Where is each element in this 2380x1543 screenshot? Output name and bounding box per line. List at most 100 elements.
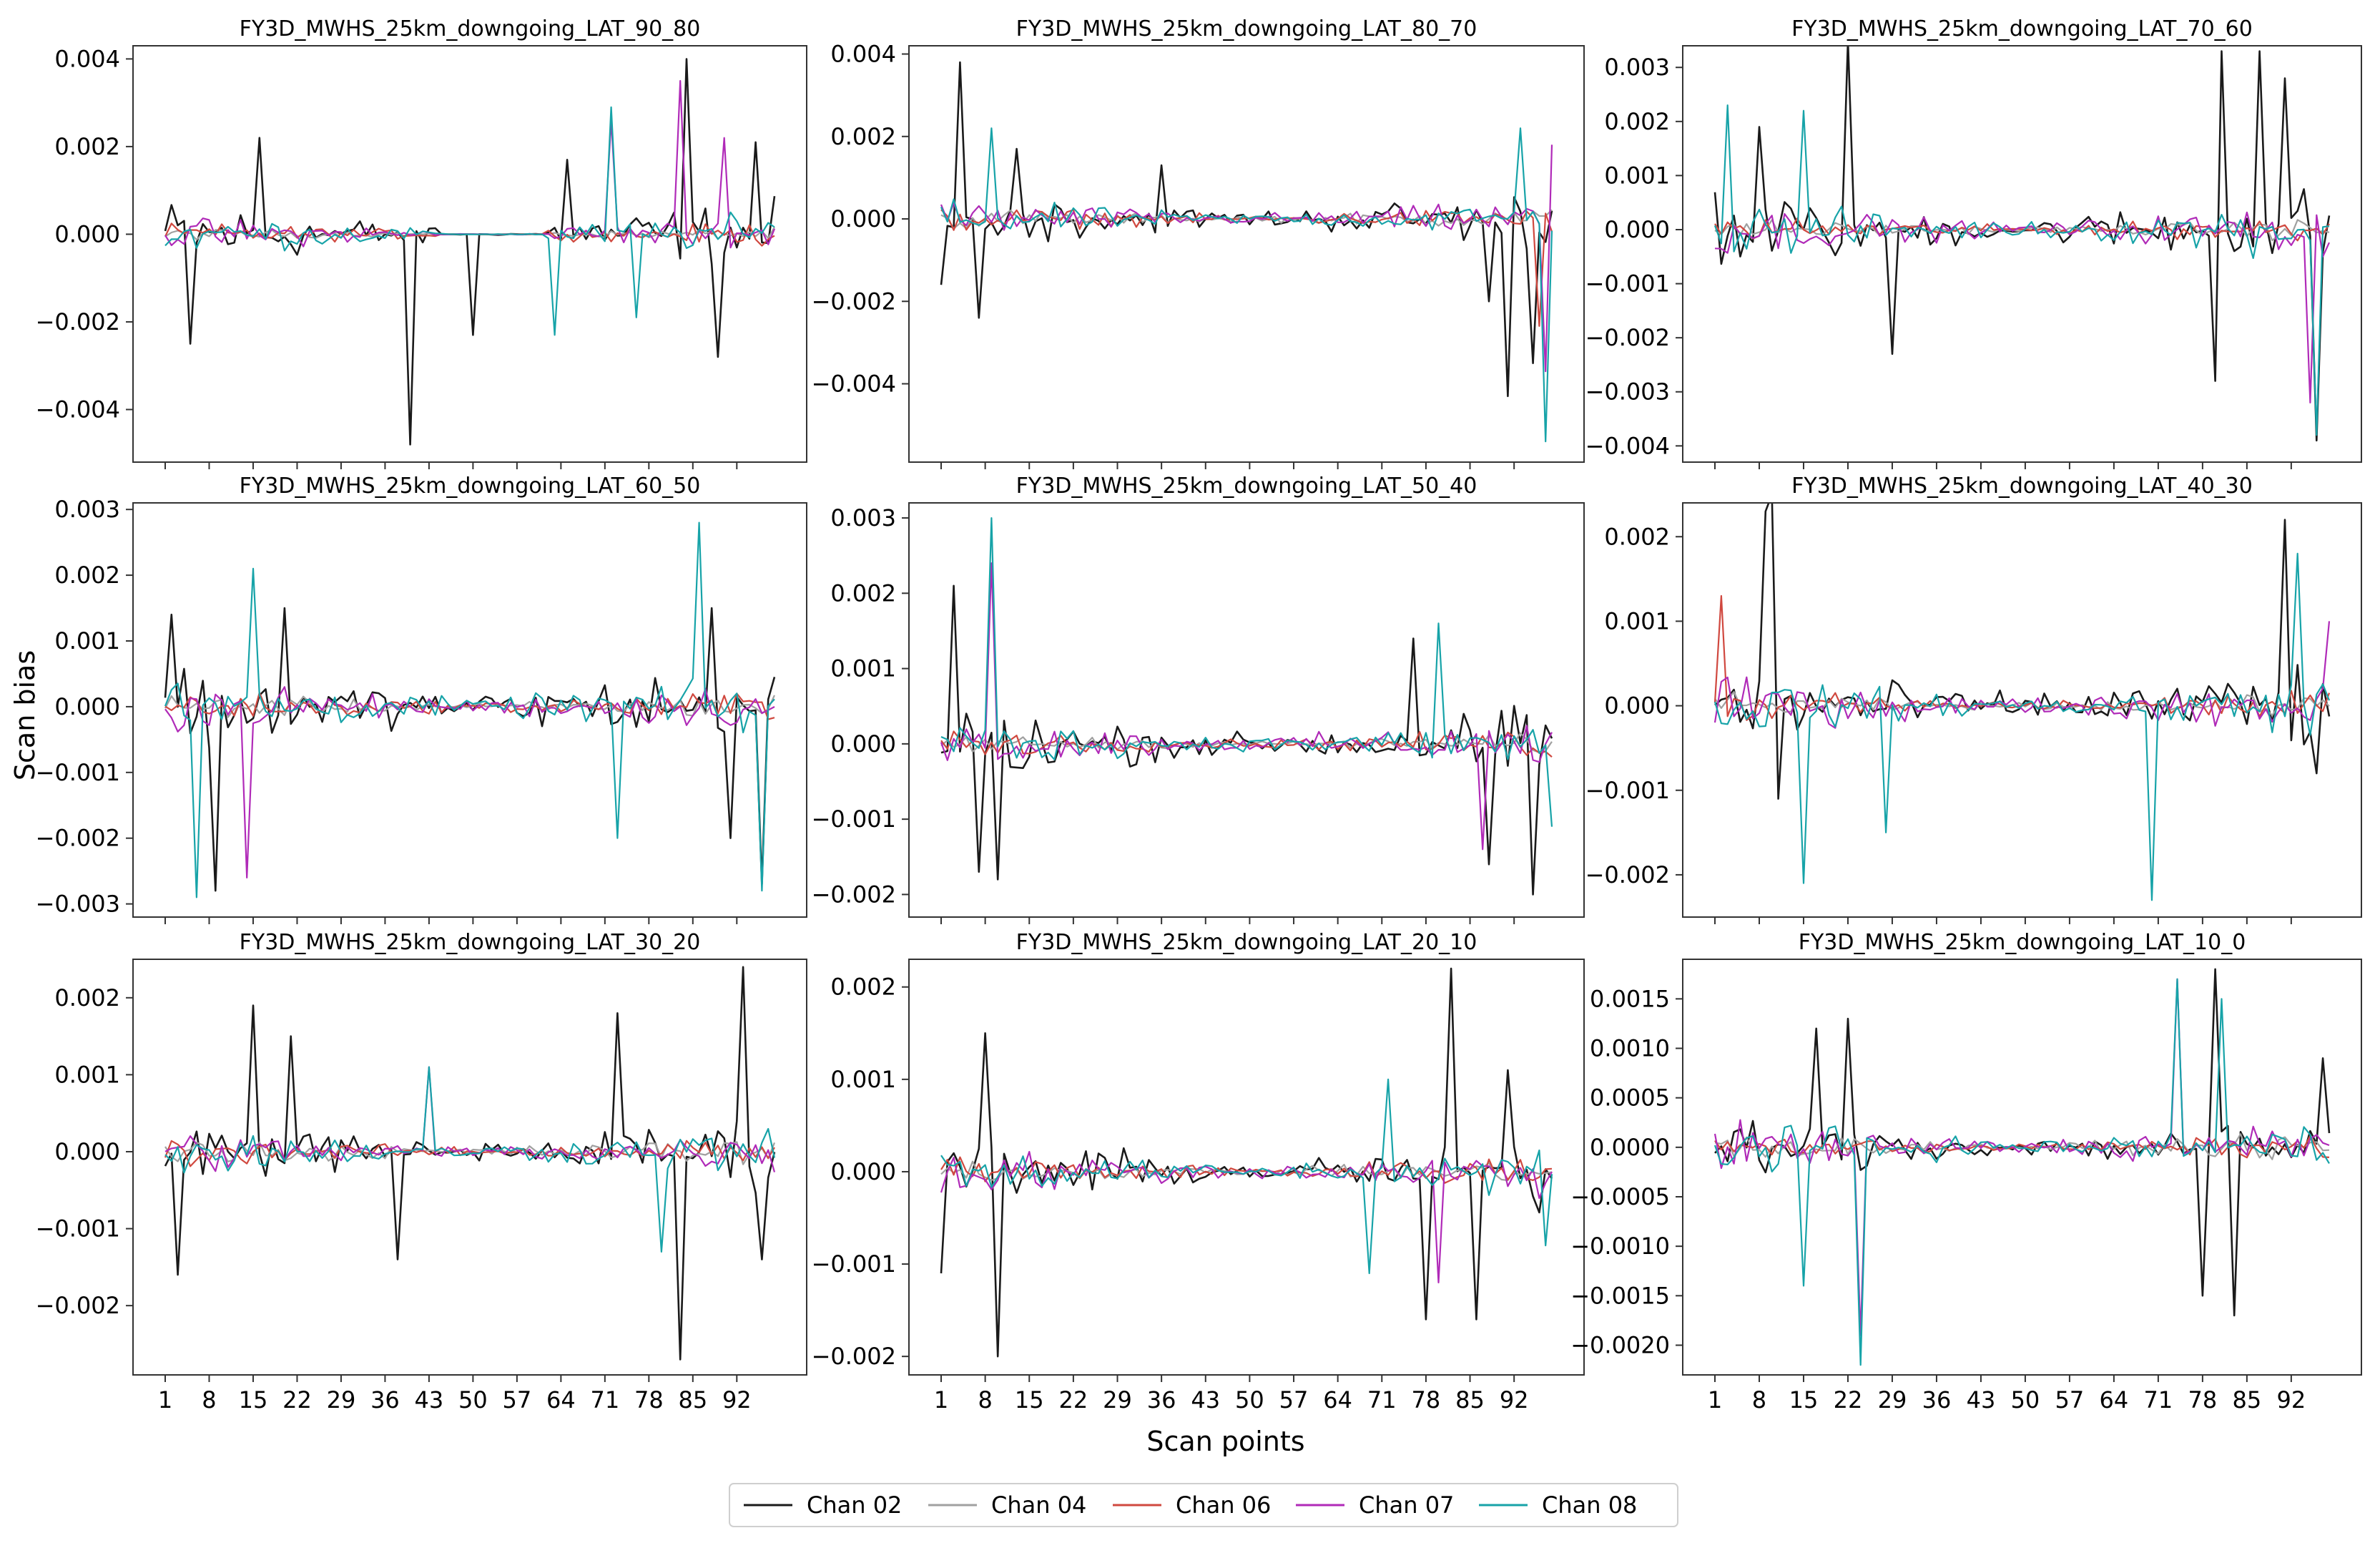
series-lines [1713,46,2331,442]
x-tick-label: 50 [2011,1386,2040,1414]
x-tick-label: 92 [2277,1386,2306,1414]
y-tick-label: 0.001 [830,1066,896,1093]
series-line-chan-02 [164,58,776,446]
y-tick-label: −0.002 [1585,324,1670,351]
series-lines [164,966,776,1361]
x-tick-label: 57 [1279,1386,1309,1414]
x-tick-label: 43 [1967,1386,1996,1414]
x-tick-label: 1 [1708,1386,1722,1414]
legend-label: Chan 02 [807,1491,902,1519]
x-tick-label: 71 [1367,1386,1397,1414]
y-tick-label: 0.002 [54,133,120,160]
subplot-title: FY3D_MWHS_25km_downgoing_LAT_40_30 [1791,474,2253,499]
series-lines [164,521,776,898]
y-tick-label: 0.001 [1604,607,1670,635]
y-tick-label: −0.001 [1585,270,1670,298]
x-tick-label: 15 [1789,1386,1819,1414]
subplot: FY3D_MWHS_25km_downgoing_LAT_80_70 −0.004… [812,16,1585,469]
series-line-chan-08 [940,127,1553,443]
y-tick-label: 0.000 [830,730,896,758]
subplot-frame [1682,502,2362,918]
subplot: FY3D_MWHS_25km_downgoing_LAT_10_0 −0.0020… [1570,930,2362,1414]
subplot-title: FY3D_MWHS_25km_downgoing_LAT_50_40 [1016,474,1477,499]
y-tick-label: 0.001 [54,627,120,655]
y-tick-label: 0.002 [54,562,120,589]
y-tick-label: 0.000 [54,220,120,248]
series-lines [940,967,1553,1358]
series-line-chan-07 [1714,211,2331,403]
y-tick-label: −0.002 [812,288,896,315]
x-tick-label: 50 [1235,1386,1264,1414]
subplot: FY3D_MWHS_25km_downgoing_LAT_50_40 −0.002… [812,474,1585,924]
x-tick-label: 64 [2100,1386,2129,1414]
x-tick-label: 64 [546,1386,576,1414]
subplot: FY3D_MWHS_25km_downgoing_LAT_20_10 −0.002… [812,930,1585,1414]
subplot-grid: FY3D_MWHS_25km_downgoing_LAT_90_80 −0.004… [36,16,2362,1414]
series-line-chan-08 [1713,552,2331,901]
legend-item: Chan 02 [744,1491,902,1519]
series-line-chan-02 [1714,503,2331,800]
legend: Chan 02 Chan 04 Chan 06 Chan 07 Chan 08 [729,1483,1678,1527]
y-tick-label: 0.001 [830,655,896,682]
y-tick-label: −0.002 [812,881,896,908]
y-tick-label: −0.0005 [1570,1183,1670,1210]
y-tick-label: 0.001 [54,1061,120,1088]
y-tick-label: 0.0005 [1590,1084,1670,1112]
subplot: FY3D_MWHS_25km_downgoing_LAT_30_20 −0.002… [36,930,807,1414]
series-lines [1713,503,2331,901]
y-tick-label: 0.000 [830,1158,896,1185]
y-tick-label: −0.002 [812,1343,896,1370]
subplot-title: FY3D_MWHS_25km_downgoing_LAT_30_20 [240,930,701,955]
series-lines [940,517,1553,896]
y-tick-label: 0.000 [830,205,896,232]
subplot-frame [1682,45,2362,463]
y-tick-label: −0.0010 [1570,1233,1670,1260]
y-tick-label: −0.0015 [1570,1282,1670,1309]
legend-items: Chan 02 Chan 04 Chan 06 Chan 07 Chan 08 [744,1491,1637,1519]
y-tick-label: 0.003 [54,496,120,523]
x-tick-label: 22 [1834,1386,1863,1414]
x-tick-label: 1 [158,1386,172,1414]
x-tick-label: 50 [458,1386,488,1414]
legend-item: Chan 04 [928,1491,1086,1519]
x-tick-label: 22 [282,1386,312,1414]
series-line-chan-02 [940,61,1553,398]
series-line-chan-08 [940,517,1553,827]
x-tick-label: 8 [202,1386,216,1414]
series-line-chan-07 [940,144,1553,373]
legend-frame [729,1483,1678,1527]
subplot-title: FY3D_MWHS_25km_downgoing_LAT_80_70 [1016,16,1477,41]
legend-item: Chan 06 [1113,1491,1271,1519]
legend-label: Chan 08 [1542,1491,1637,1519]
series-lines [1713,968,2331,1366]
y-tick-label: 0.0000 [1590,1134,1670,1161]
y-tick-label: −0.002 [36,308,120,335]
series-line-chan-07 [164,79,776,249]
x-tick-label: 43 [1191,1386,1220,1414]
y-tick-label: 0.002 [830,123,896,150]
y-tick-label: 0.002 [1604,523,1670,550]
subplot-title: FY3D_MWHS_25km_downgoing_LAT_90_80 [240,16,701,41]
y-tick-label: −0.004 [812,371,896,398]
series-line-chan-02 [1714,968,2331,1317]
subplot: FY3D_MWHS_25km_downgoing_LAT_60_50 −0.003… [36,474,807,924]
subplot: FY3D_MWHS_25km_downgoing_LAT_40_30 −0.002… [1585,474,2362,924]
x-tick-label: 85 [678,1386,707,1414]
series-line-chan-07 [164,1066,776,1172]
subplot-title: FY3D_MWHS_25km_downgoing_LAT_70_60 [1791,16,2253,41]
series-line-chan-08 [1713,978,2330,1366]
series-line-chan-04 [1714,219,2330,242]
series-line-chan-07 [940,562,1553,851]
x-tick-label: 78 [2188,1386,2218,1414]
y-tick-label: 0.000 [1604,692,1670,720]
x-tick-label: 85 [1455,1386,1485,1414]
series-line-chan-08 [164,1066,776,1253]
y-tick-label: −0.003 [36,891,120,918]
series-line-chan-02 [164,966,776,1361]
series-line-chan-08 [940,1078,1553,1275]
series-line-chan-07 [1713,978,2330,1336]
y-tick-label: −0.001 [36,1215,120,1243]
subplot: FY3D_MWHS_25km_downgoing_LAT_90_80 −0.004… [36,16,807,469]
y-tick-label: −0.004 [1585,432,1670,459]
